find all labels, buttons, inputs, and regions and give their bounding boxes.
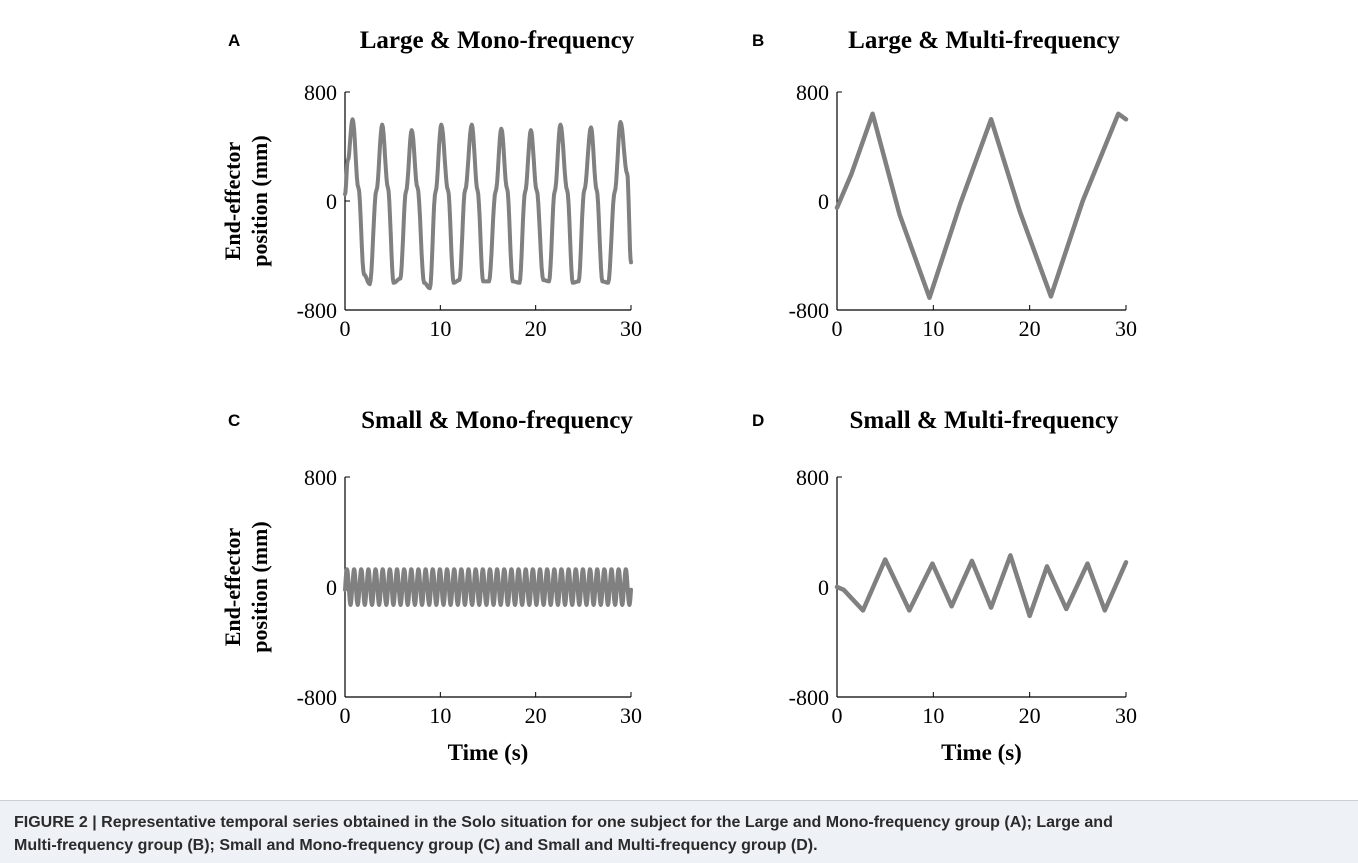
x-tick-label: 30 [1115,316,1137,341]
y-axis-label: End-effector [220,142,245,261]
panel-letter: C [228,411,240,430]
x-axis-label: Time (s) [941,740,1022,765]
x-axis-label: Time (s) [448,740,529,765]
x-tick-label: 20 [525,316,547,341]
caption-line-1: FIGURE 2 | Representative temporal serie… [14,814,1113,831]
x-tick-label: 10 [922,703,944,728]
y-tick-label: -800 [789,685,829,710]
y-tick-label: -800 [297,685,337,710]
caption-line-2: Multi-frequency group (B); Small and Mon… [14,837,818,854]
caption-box: FIGURE 2 | Representative temporal serie… [0,800,1358,863]
x-tick-label: 10 [922,316,944,341]
panel-title: Small & Mono-frequency [361,407,633,434]
x-tick-label: 10 [429,703,451,728]
x-tick-label: 20 [1019,316,1041,341]
y-tick-label: 800 [304,465,337,490]
panel-title: Large & Multi-frequency [848,27,1120,54]
series-line [834,553,1129,619]
x-tick-label: 0 [832,703,843,728]
y-axis-label: position (mm) [247,135,272,266]
x-tick-label: 30 [1115,703,1137,728]
panel-letter: A [228,31,240,50]
series-line [834,111,1129,300]
panel-title: Large & Mono-frequency [360,27,635,54]
panel-letter: B [752,31,764,50]
x-tick-label: 30 [620,316,642,341]
y-tick-label: 0 [818,189,829,214]
y-tick-label: 0 [326,575,337,600]
x-tick-label: 0 [340,703,351,728]
y-tick-label: 0 [326,189,337,214]
y-tick-label: 800 [304,80,337,105]
series-line [343,117,633,291]
y-axis-label: End-effector [220,528,245,647]
y-tick-label: 800 [796,465,829,490]
x-tick-label: 30 [620,703,642,728]
panel-title: Small & Multi-frequency [850,407,1119,434]
y-tick-label: -800 [297,298,337,323]
series-line [343,567,633,607]
y-axis-label: position (mm) [247,521,272,652]
y-tick-label: 800 [796,80,829,105]
y-tick-label: -800 [789,298,829,323]
y-tick-label: 0 [818,575,829,600]
x-tick-label: 0 [832,316,843,341]
x-tick-label: 0 [340,316,351,341]
panel-letter: D [752,411,764,430]
x-tick-label: 20 [1019,703,1041,728]
x-tick-label: 20 [525,703,547,728]
x-tick-label: 10 [429,316,451,341]
figure-caption: FIGURE 2 | Representative temporal serie… [14,811,1344,857]
